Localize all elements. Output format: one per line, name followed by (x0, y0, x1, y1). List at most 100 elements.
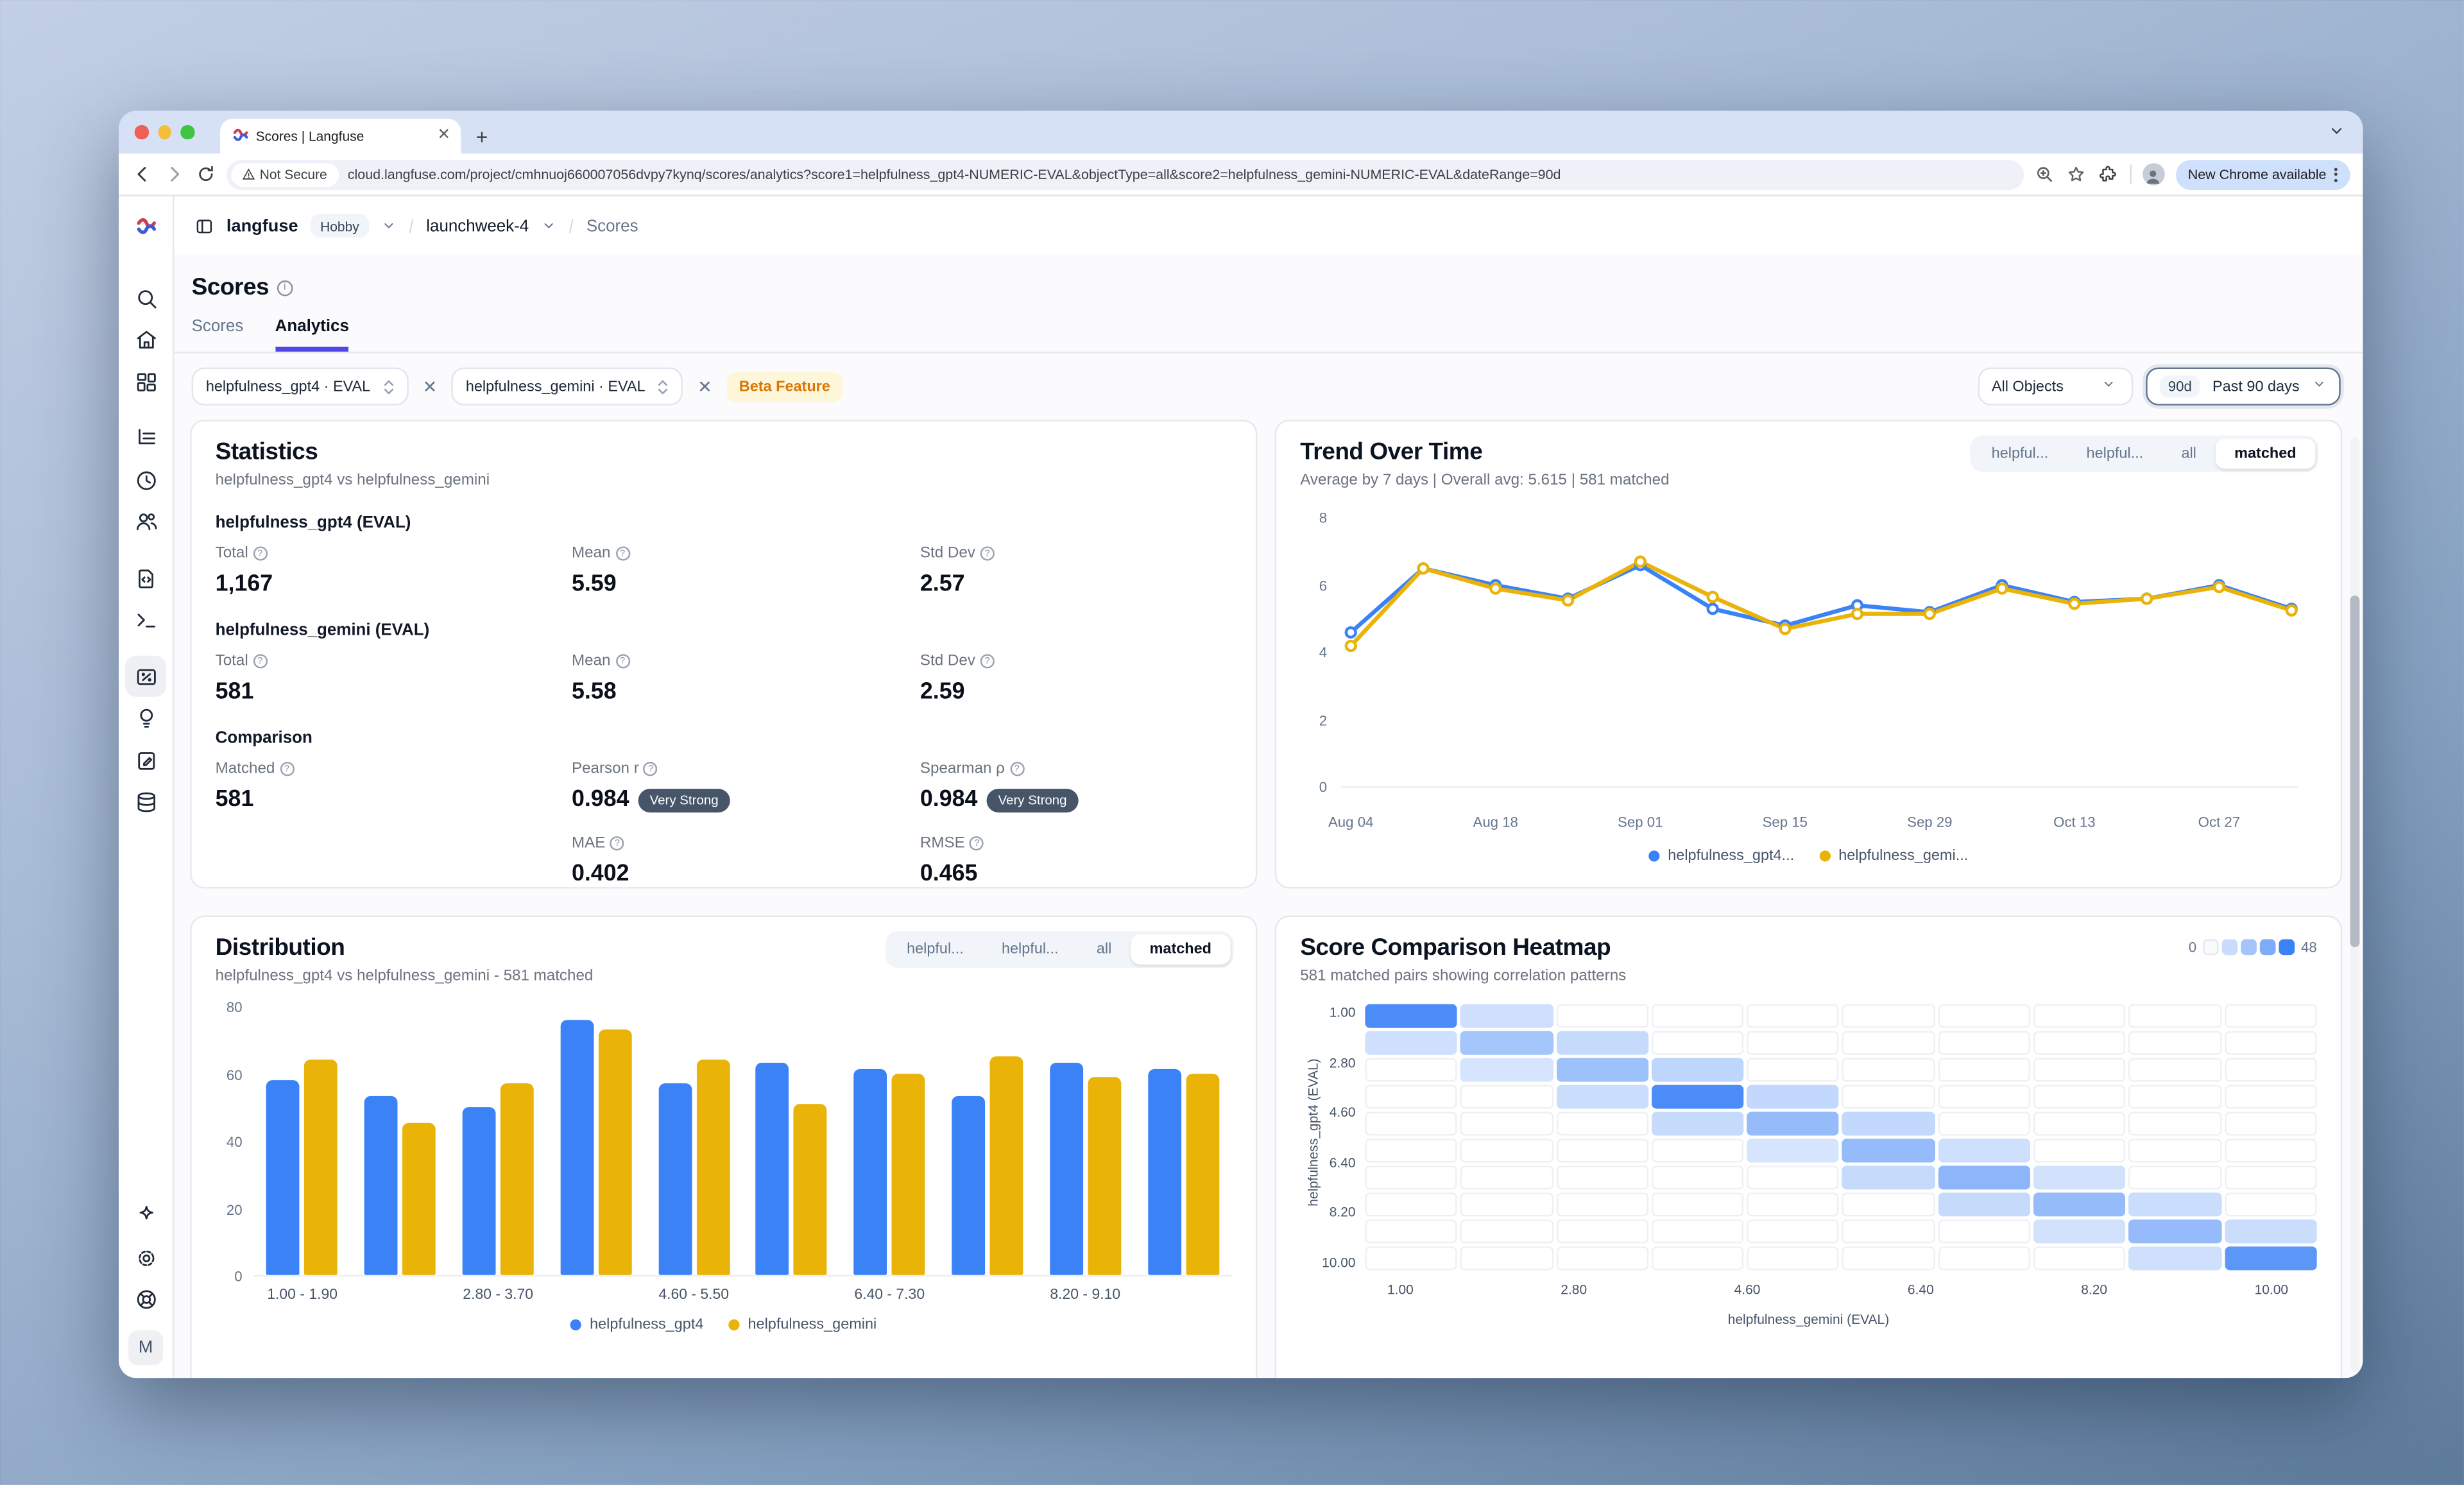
x-tick-label: 10.00 (2254, 1281, 2289, 1298)
x-tick-label: Oct 13 (2053, 814, 2096, 830)
heatmap-cell (2033, 1192, 2126, 1217)
score1-remove-icon[interactable]: ✕ (422, 377, 438, 397)
heatmap-cell (2128, 1246, 2221, 1271)
sidebar-item-scores[interactable] (124, 655, 167, 697)
segmented-tab-helpful[interactable]: helpful... (1991, 445, 2049, 463)
heatmap-cell (1747, 1112, 1840, 1136)
sidebar-item-playground[interactable] (125, 599, 166, 640)
date-range-select[interactable]: 90d Past 90 days (2146, 367, 2341, 406)
heatmap-cell (1556, 1165, 1648, 1190)
close-button[interactable] (134, 125, 148, 139)
metric-label: MAE? (572, 835, 920, 852)
score2-select[interactable]: helpfulness_gemini · EVAL (451, 367, 683, 406)
bookmark-star-icon[interactable] (2066, 164, 2087, 184)
legend-item: helpfulness_gpt4... (1648, 847, 1794, 865)
tab-close-icon[interactable]: ✕ (437, 126, 451, 144)
legend-label: helpfulness_gpt4 (590, 1316, 704, 1334)
object-type-select[interactable]: All Objects (1977, 367, 2134, 406)
sidebar-item-datasets[interactable] (125, 740, 166, 781)
score2-remove-icon[interactable]: ✕ (697, 377, 712, 397)
forward-icon[interactable] (163, 164, 184, 184)
metric-label: Matched? (216, 760, 572, 778)
minimize-button[interactable] (157, 125, 171, 139)
heatmap-cell (1651, 1138, 1744, 1163)
legend-item: helpfulness_gemi... (1819, 847, 1968, 865)
metric-std-dev: Std Dev? 2.57 (920, 545, 1232, 597)
segmented-tab-matched[interactable]: matched (1130, 934, 1231, 965)
sidebar-toggle-icon[interactable] (193, 216, 214, 236)
help-icon[interactable]: ? (279, 762, 295, 777)
heatmap-cell (2033, 1085, 2126, 1109)
help-icon[interactable]: ? (615, 654, 630, 669)
y-tick-label: 0 (1319, 779, 1328, 795)
help-icon[interactable]: ? (253, 654, 268, 669)
help-icon[interactable]: ? (610, 836, 624, 851)
sidebar-item-prompts[interactable] (125, 558, 166, 599)
not-secure-chip[interactable]: Not Secure (231, 162, 338, 186)
url-bar[interactable]: Not Secure cloud.langfuse.com/project/cm… (226, 159, 2024, 189)
stats-section-heading: helpfulness_gemini (EVAL) (215, 621, 430, 640)
chrome-menu-icon[interactable] (2334, 167, 2338, 182)
back-icon[interactable] (132, 164, 152, 184)
sidebar-item-settings[interactable] (125, 1237, 166, 1278)
sidebar-item-tracing[interactable] (125, 417, 166, 458)
help-icon[interactable]: ? (980, 654, 995, 669)
heatmap-cell (1842, 1112, 1935, 1136)
sidebar-item-dashboards[interactable] (125, 361, 166, 402)
help-icon[interactable]: ? (644, 762, 658, 777)
sidebar-item-ask-ai[interactable] (125, 1195, 166, 1236)
extensions-puzzle-icon[interactable] (2098, 164, 2118, 184)
sidebar-item-support[interactable] (125, 1279, 166, 1320)
metric-value: 2.57 (920, 571, 965, 597)
org-name[interactable]: langfuse (226, 216, 298, 236)
reload-icon[interactable] (195, 164, 216, 184)
heatmap-cell (1842, 1138, 1935, 1163)
org-switcher-chevron-icon[interactable] (381, 211, 395, 239)
sidebar-item-search[interactable] (125, 277, 166, 318)
tab-search-icon[interactable] (2329, 117, 2343, 146)
help-icon[interactable]: ? (980, 546, 995, 561)
project-switcher-chevron-icon[interactable] (542, 211, 556, 239)
metric-label: Total? (216, 545, 572, 562)
help-icon[interactable]: ? (615, 546, 630, 561)
profile-avatar[interactable] (2142, 163, 2164, 185)
distribution-y-axis: 80 60 40 20 0 (216, 999, 253, 1284)
segmented-tab-helpful[interactable]: helpful... (2086, 445, 2144, 463)
zoom-page-icon[interactable] (2034, 164, 2055, 184)
user-avatar[interactable]: M (128, 1330, 164, 1366)
segmented-tab-helpful[interactable]: helpful... (1001, 940, 1059, 959)
heatmap-cell (1747, 1165, 1840, 1190)
project-name[interactable]: launchweek-4 (426, 216, 529, 236)
y-tick-label: 2.80 (1329, 1054, 1356, 1070)
metric-mean: Mean? 5.59 (572, 545, 920, 597)
heatmap-cell (1842, 1031, 1935, 1055)
segmented-tab-matched[interactable]: matched (2215, 438, 2316, 469)
sidebar-item-sessions[interactable] (125, 459, 166, 501)
dashboards-icon (136, 372, 155, 391)
scrollbar-thumb[interactable] (2350, 595, 2360, 947)
heatmap-cell (1938, 1031, 2031, 1055)
help-icon[interactable]: ? (1009, 762, 1024, 777)
fullscreen-button[interactable] (180, 125, 194, 139)
tab-scores[interactable]: Scores (191, 316, 244, 336)
score1-select[interactable]: helpfulness_gpt4 · EVAL (191, 367, 409, 406)
help-icon[interactable]: ? (253, 546, 268, 561)
segmented-tab-helpful[interactable]: helpful... (907, 940, 964, 959)
heatmap-cell (2128, 1058, 2221, 1082)
browser-tab[interactable]: Scores | Langfuse ✕ (219, 119, 460, 154)
sidebar-item-exports[interactable] (125, 782, 166, 823)
sidebar-item-users[interactable] (125, 501, 166, 542)
bar-group (841, 1008, 939, 1275)
y-tick-label: 40 (226, 1134, 243, 1150)
heatmap-cell (1365, 1219, 1458, 1244)
segmented-tab-all[interactable]: all (1096, 940, 1112, 959)
new-tab-button[interactable]: + (475, 124, 488, 149)
sidebar-item-evaluators[interactable] (125, 698, 166, 739)
tab-analytics[interactable]: Analytics (275, 317, 349, 352)
segmented-tab-all[interactable]: all (2181, 445, 2196, 463)
help-icon[interactable]: ? (970, 836, 984, 851)
info-icon[interactable]: i (277, 279, 293, 296)
chrome-update-pill[interactable]: New Chrome available (2175, 159, 2350, 189)
sidebar-item-home[interactable] (125, 319, 166, 360)
app-logo[interactable] (119, 196, 175, 255)
